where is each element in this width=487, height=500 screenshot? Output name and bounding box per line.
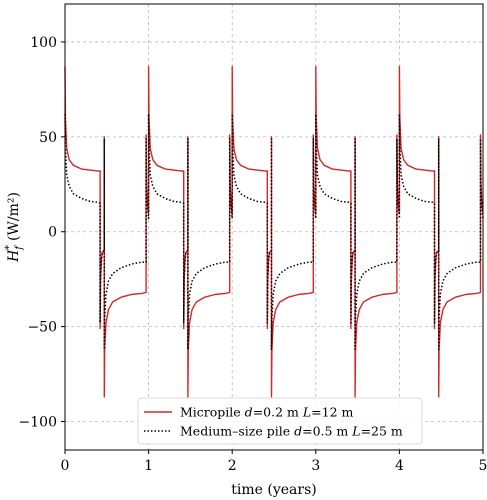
y-tick-label: 50 (39, 130, 57, 146)
series-layer (64, 65, 484, 398)
y-axis-label-sub: f (14, 244, 25, 251)
plot-frame (64, 3, 484, 451)
series-line-1 (64, 113, 484, 351)
legend-label-0: Micropile d=0.2 m L=12 m (180, 405, 354, 420)
x-tick-label: 3 (311, 458, 320, 474)
legend-label-part: =0.5 m (302, 424, 352, 439)
axes: 0 1 2 3 4 5 −100 −50 0 50 100 time (years) Hf* (W/m²) (4, 3, 487, 498)
x-tick-label: 0 (61, 458, 70, 474)
y-tick-label: 100 (30, 35, 57, 51)
x-axis-label: time (years) (231, 482, 316, 498)
x-tick-label: 4 (395, 458, 404, 474)
x-tick-label: 5 (479, 458, 487, 474)
legend-label-part: =12 m (311, 405, 353, 420)
y-axis-label-units: (W/m²) (6, 192, 22, 241)
y-axis-label-sup: * (4, 245, 15, 250)
legend-label-part: d (245, 405, 253, 420)
legend-label-part: d (294, 424, 302, 439)
legend-label-part: =0.2 m (253, 405, 303, 420)
grid (64, 4, 484, 450)
y-axis-label: Hf* (W/m²) (4, 192, 25, 263)
legend-box (137, 397, 423, 445)
y-axis-label-main: H (6, 249, 22, 263)
x-tick-label: 2 (228, 458, 237, 474)
y-tick-label: −100 (19, 415, 57, 431)
y-tick-label: −50 (27, 320, 57, 336)
legend-label-1: Medium–size pile d=0.5 m L=25 m (180, 424, 403, 439)
legend-label-part: Micropile (180, 405, 245, 420)
legend-label-part: L (302, 405, 311, 420)
x-tick-label: 1 (144, 458, 153, 474)
legend-label-part: L (351, 424, 360, 439)
legend-label-part: Medium–size pile (180, 424, 294, 439)
legend-label-part: =25 m (361, 424, 403, 439)
y-tick-label: 0 (48, 225, 57, 241)
